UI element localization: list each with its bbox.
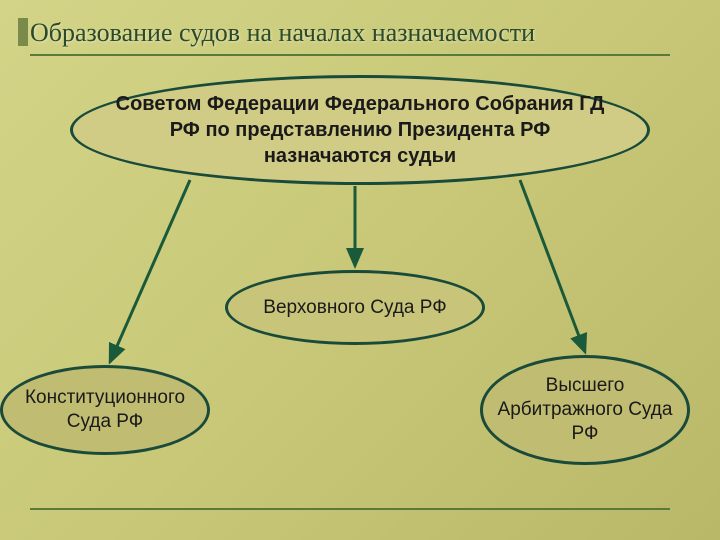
arrow-top-to-left [110,180,190,362]
bottom-rule [30,508,670,510]
node-right-text: Высшего Арбитражного Суда РФ [483,374,687,445]
title-accent [18,18,28,46]
node-right: Высшего Арбитражного Суда РФ [480,355,690,465]
node-middle: Верховного Суда РФ [225,270,485,345]
node-top-text: Советом Федерации Федерального Собрания … [73,91,647,169]
node-middle-text: Верховного Суда РФ [263,297,446,319]
title-underline [30,54,670,56]
node-left: Конституционного Суда РФ [0,365,210,455]
page-title: Образование судов на началах назначаемос… [30,18,535,48]
node-left-text: Конституционного Суда РФ [3,386,207,434]
node-top: Советом Федерации Федерального Собрания … [70,75,650,185]
arrow-top-to-right [520,180,585,352]
